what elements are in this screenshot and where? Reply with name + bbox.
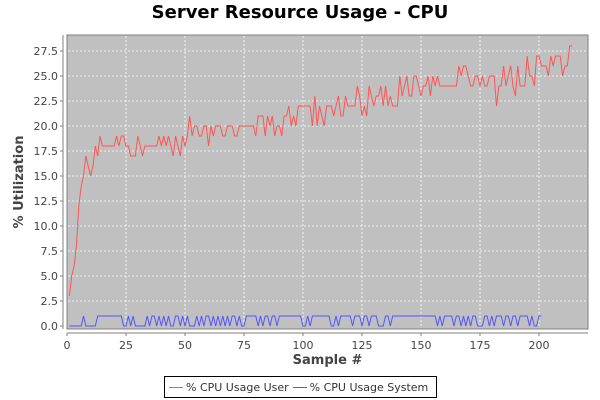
y-tick-label: 12.5 <box>34 195 59 208</box>
y-axis-label: % Utilization <box>12 136 27 229</box>
gridlines <box>68 36 587 328</box>
y-tick-label: 22.5 <box>34 95 59 108</box>
legend-item-system: % CPU Usage System <box>292 380 429 394</box>
legend-label-user: % CPU Usage User <box>186 380 289 394</box>
plot-area <box>66 34 589 330</box>
y-tick-label: 17.5 <box>34 145 59 158</box>
y-tick-label: 10.0 <box>34 220 59 233</box>
chart-title: Server Resource Usage - CPU <box>151 2 449 23</box>
y-axis-ticks: 0.0 2.5 5.0 7.5 10.0 12.5 15.0 17.5 20.0 22.5 25.0… <box>34 45 63 333</box>
legend: % CPU Usage User % CPU Usage System <box>164 376 438 398</box>
y-tick-label: 27.5 <box>34 45 59 58</box>
x-tick-label: 125 <box>352 339 373 352</box>
series-line-cpu-user <box>68 45 572 297</box>
x-axis-ticks: 0 25 50 75 100 125 150 175 200 <box>64 333 550 352</box>
legend-swatch-system-icon <box>292 386 307 388</box>
y-tick-label: 2.5 <box>41 295 59 308</box>
legend-label-system: % CPU Usage System <box>309 380 429 394</box>
legend-swatch-user-icon <box>169 386 183 388</box>
x-tick-label: 100 <box>293 339 314 352</box>
y-tick-label: 20.0 <box>34 120 59 133</box>
x-tick-label: 200 <box>529 339 550 352</box>
y-tick-label: 25.0 <box>34 70 59 83</box>
y-tick-label: 0.0 <box>41 320 59 333</box>
y-tick-label: 15.0 <box>34 170 59 183</box>
series-line-cpu-system <box>69 315 542 327</box>
x-tick-label: 25 <box>119 339 133 352</box>
x-tick-label: 75 <box>237 339 251 352</box>
y-tick-label: 5.0 <box>41 270 59 283</box>
x-tick-label: 0 <box>64 339 71 352</box>
x-axis-label: Sample # <box>293 353 363 368</box>
x-tick-label: 50 <box>178 339 192 352</box>
legend-item-user: % CPU Usage User <box>169 381 289 394</box>
y-tick-label: 7.5 <box>41 245 59 258</box>
x-tick-label: 150 <box>411 339 432 352</box>
x-tick-label: 175 <box>470 339 491 352</box>
